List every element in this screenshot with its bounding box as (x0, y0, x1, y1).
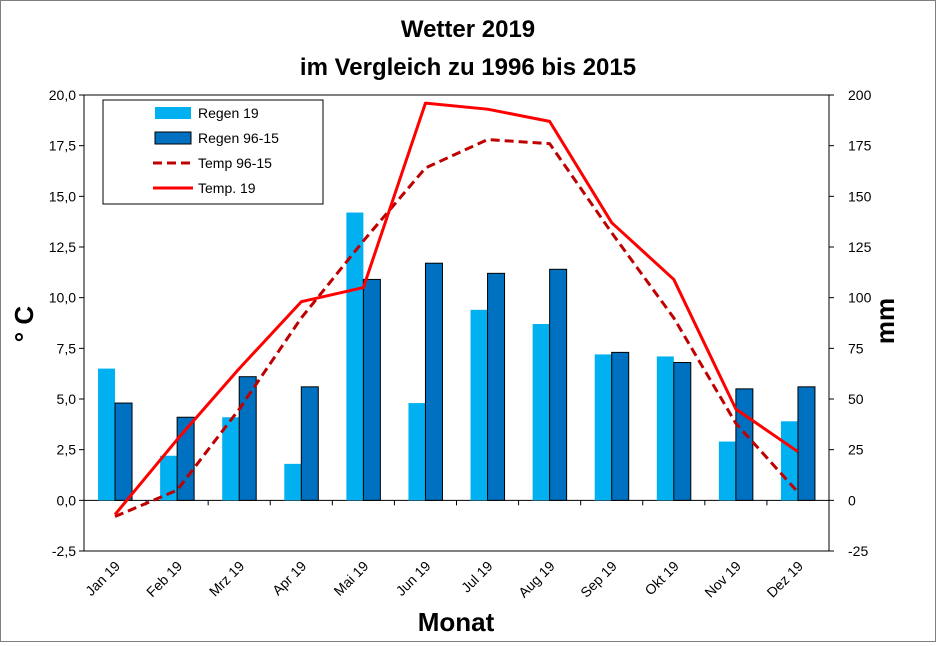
y-left-tick-label: 5,0 (57, 391, 77, 407)
bar-regen-19 (532, 324, 550, 501)
chart-subtitle: im Vergleich zu 1996 bis 2015 (300, 54, 636, 81)
bar-regen-96-15 (611, 351, 630, 501)
bar-regen-96-15 (487, 272, 506, 501)
bar-regen-19 (222, 417, 240, 501)
y-left-tick-label: 2,5 (57, 442, 77, 458)
bar-regen-96-15 (238, 376, 257, 501)
y-right-tick-label: 200 (848, 87, 872, 103)
line-temp-19 (113, 101, 799, 516)
bar-regen-96-15 (114, 402, 133, 501)
bar-regen-19 (780, 421, 798, 501)
x-tick-label: Dez 19 (763, 558, 806, 601)
bar-regen-19 (98, 368, 116, 501)
y-right-tick-label: 125 (848, 239, 872, 255)
y-left-tick-label: 20,0 (49, 87, 76, 103)
bar-regen-96-15 (673, 362, 692, 501)
legend-label: Temp 96-15 (198, 155, 272, 171)
y-right-tick-label: 150 (848, 188, 872, 204)
x-tick-label: Nov 19 (701, 558, 744, 601)
x-tick-label: Okt 19 (641, 558, 682, 599)
plot-border (83, 94, 830, 552)
bar-regen-19 (718, 441, 736, 501)
bar-regen-96-15 (176, 416, 195, 501)
x-tick-label: Jan 19 (82, 558, 123, 599)
bar-regen-19 (160, 455, 178, 501)
bar-regen-19 (470, 309, 488, 501)
legend-swatch (155, 107, 191, 119)
y-left-tick-label: 7,5 (57, 340, 77, 356)
y-right-tick-label: 75 (848, 340, 864, 356)
y-axis-left-title: ° C (9, 306, 39, 343)
bar-regen-96-15 (362, 278, 381, 501)
x-tick-label: Jun 19 (393, 558, 434, 599)
bar-regen-19 (346, 212, 364, 501)
bar-regen-96-15 (549, 268, 568, 501)
bar-regen-96-15 (797, 386, 816, 501)
legend: Regen 19 Regen 96-15 Temp 96-15 Temp. 19 (102, 99, 324, 205)
x-tick-label: Mai 19 (330, 558, 371, 599)
bar-regen-19 (594, 354, 612, 501)
bar-regen-96-15 (735, 388, 754, 501)
x-tick-label: Sep 19 (577, 558, 620, 601)
legend-swatch (154, 131, 192, 145)
y-left-tick-label: 12,5 (49, 239, 76, 255)
y-left-tick-label: -2,5 (52, 543, 76, 559)
x-tick-label: Aug 19 (515, 558, 558, 601)
chart-title: Wetter 2019 (401, 16, 535, 43)
y-left-tick-label: 10,0 (49, 290, 76, 306)
x-axis-title: Monat (418, 607, 495, 637)
bar-regen-96-15 (424, 262, 443, 501)
bar-regen-96-15 (300, 386, 319, 501)
y-left-tick-label: 15,0 (49, 188, 76, 204)
legend-label: Regen 19 (198, 105, 259, 121)
y-right-tick-label: 25 (848, 442, 864, 458)
bar-regen-19 (656, 356, 674, 501)
legend-box (102, 99, 324, 205)
y-left-tick-label: 0,0 (57, 492, 77, 508)
y-right-tick-label: 0 (848, 492, 856, 508)
y-right-tick-label: 175 (848, 138, 872, 154)
legend-label: Regen 96-15 (198, 130, 279, 146)
line-temp-96-15 (114, 138, 800, 518)
x-tick-label: Mrz 19 (206, 558, 248, 600)
y-left-tick-label: 17,5 (49, 138, 76, 154)
y-axis-right-title: mm (870, 298, 900, 344)
x-tick-label: Apr 19 (269, 558, 310, 599)
y-right-tick-label: 50 (848, 391, 864, 407)
bar-regen-19 (408, 403, 426, 501)
y-right-tick-label: 100 (848, 290, 872, 306)
x-tick-label: Jul 19 (458, 558, 496, 596)
y-right-tick-label: -25 (848, 543, 868, 559)
bar-regen-19 (284, 463, 302, 501)
legend-label: Temp. 19 (198, 180, 256, 196)
x-tick-label: Feb 19 (143, 558, 185, 600)
